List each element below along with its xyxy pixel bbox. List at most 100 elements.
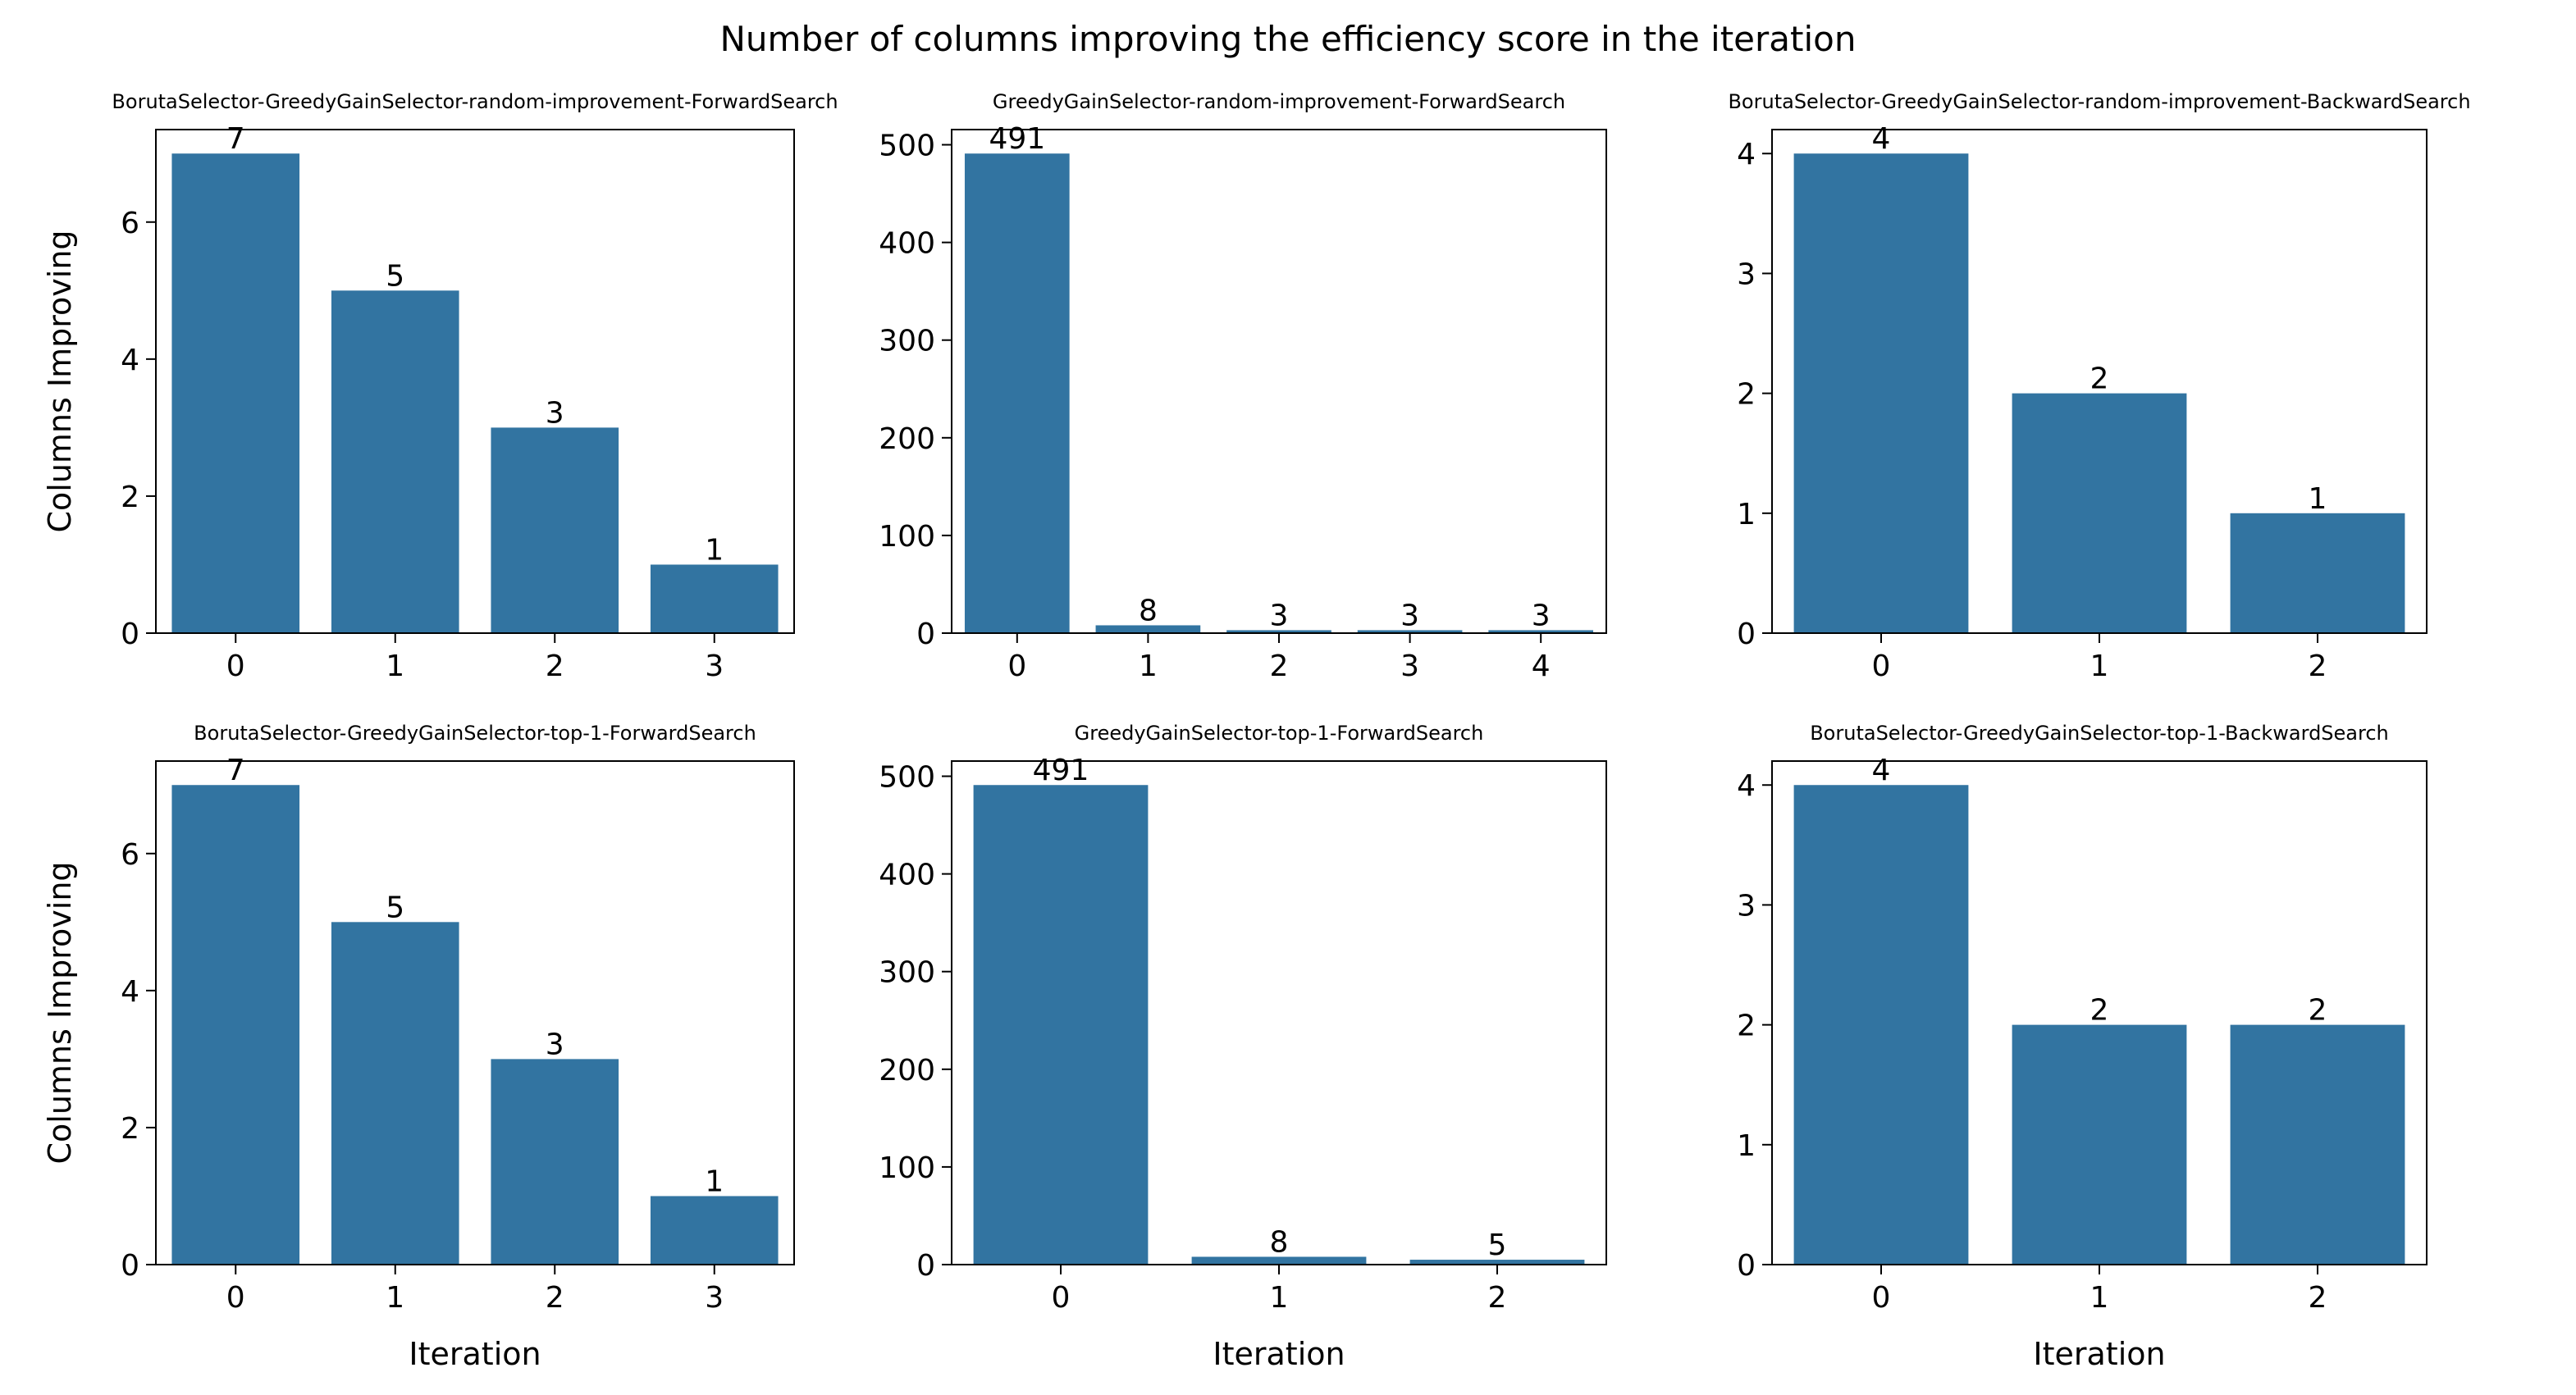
y-tick-label: 400 <box>879 227 935 261</box>
x-axis-label: Iteration <box>1213 1336 1345 1372</box>
y-tick-label: 300 <box>879 325 935 358</box>
figure-title: Number of columns improving the efficien… <box>720 19 1857 59</box>
y-axis-label: Columns Improving <box>42 861 78 1164</box>
bar-value-label: 5 <box>386 891 404 924</box>
bar-value-label: 2 <box>2090 994 2109 1028</box>
axes-frame <box>1771 129 2428 634</box>
bar-value-label: 7 <box>226 754 245 787</box>
x-axis-label: Iteration <box>409 1336 541 1372</box>
bar-value-label: 4 <box>1872 122 1891 156</box>
bar-value-label: 2 <box>2090 362 2109 396</box>
subplot-title: GreedyGainSelector-random-improvement-Fo… <box>993 90 1565 113</box>
bar-value-label: 3 <box>546 1028 564 1061</box>
bar-1 <box>2012 393 2187 633</box>
y-tick-label: 6 <box>121 207 139 240</box>
bar-value-label: 1 <box>705 1165 724 1198</box>
y-tick-label: 300 <box>879 956 935 990</box>
x-tick-label: 0 <box>1007 650 1026 683</box>
bar-3 <box>1357 630 1463 633</box>
x-tick-label: 4 <box>1532 650 1551 683</box>
y-axis-label: Columns Improving <box>42 230 78 532</box>
bar-value-label: 3 <box>546 396 564 430</box>
subplot-title: BorutaSelector-GreedyGainSelector-random… <box>1728 90 2470 113</box>
bar-value-label: 7 <box>226 122 245 156</box>
bar-4 <box>1488 630 1594 633</box>
y-tick-label: 4 <box>1737 769 1756 803</box>
subplot-title: BorutaSelector-GreedyGainSelector-top-1-… <box>1810 722 2389 745</box>
subplot-6: BorutaSelector-GreedyGainSelector-top-1-… <box>1737 722 2428 1372</box>
y-tick-label: 100 <box>879 1151 935 1185</box>
y-tick-label: 4 <box>121 975 139 1009</box>
x-tick-label: 0 <box>1872 1281 1891 1315</box>
y-tick-label: 4 <box>1737 138 1756 171</box>
x-tick-label: 1 <box>386 650 404 683</box>
axes-frame <box>155 760 795 1265</box>
bar-value-label: 1 <box>705 533 724 567</box>
bar-2 <box>491 427 619 633</box>
bar-0 <box>973 785 1149 1265</box>
y-tick-label: 400 <box>879 859 935 892</box>
y-tick-label: 0 <box>121 618 139 651</box>
x-tick-label: 1 <box>386 1281 404 1315</box>
subplot-3: BorutaSelector-GreedyGainSelector-random… <box>1728 90 2470 683</box>
bar-0 <box>171 785 300 1265</box>
bar-2 <box>2230 1024 2405 1265</box>
y-tick-label: 1 <box>1737 498 1756 531</box>
x-tick-label: 2 <box>1270 650 1289 683</box>
bar-0 <box>171 153 300 633</box>
bar-value-label: 4 <box>1872 754 1891 787</box>
y-tick-label: 500 <box>879 130 935 163</box>
y-tick-label: 3 <box>1737 889 1756 923</box>
y-tick-label: 2 <box>121 1112 139 1146</box>
axes-frame <box>951 129 1607 634</box>
subplot-title: BorutaSelector-GreedyGainSelector-random… <box>112 90 838 113</box>
x-tick-label: 0 <box>1872 650 1891 683</box>
x-tick-label: 2 <box>1488 1281 1507 1315</box>
subplot-5: GreedyGainSelector-top-1-ForwardSearch 49… <box>879 722 1607 1372</box>
y-tick-label: 0 <box>121 1249 139 1283</box>
x-tick-label: 1 <box>2090 1281 2109 1315</box>
bar-2 <box>1226 630 1331 633</box>
bar-0 <box>964 153 1070 633</box>
x-axis-label: Iteration <box>2033 1336 2165 1372</box>
y-tick-label: 2 <box>121 481 139 514</box>
x-tick-label: 2 <box>2309 650 2327 683</box>
y-tick-label: 0 <box>1737 1249 1756 1283</box>
x-tick-label: 0 <box>1052 1281 1071 1315</box>
x-tick-label: 1 <box>1139 650 1158 683</box>
axes-frame <box>1771 760 2428 1265</box>
bar-1 <box>331 290 459 633</box>
x-tick-label: 0 <box>226 1281 245 1315</box>
y-tick-label: 0 <box>916 1249 935 1283</box>
y-tick-label: 200 <box>879 1054 935 1087</box>
bar-2 <box>2230 513 2405 633</box>
y-tick-label: 0 <box>1737 618 1756 651</box>
x-tick-label: 3 <box>705 1281 724 1315</box>
bar-2 <box>1409 1260 1585 1265</box>
x-tick-label: 2 <box>2309 1281 2327 1315</box>
axes-frame <box>951 760 1607 1265</box>
axes-frame <box>155 129 795 634</box>
x-tick-label: 3 <box>705 650 724 683</box>
subplot-1: BorutaSelector-GreedyGainSelector-random… <box>42 90 838 683</box>
bar-value-label: 3 <box>1270 599 1289 632</box>
subplot-title: BorutaSelector-GreedyGainSelector-top-1-… <box>194 722 756 745</box>
bar-value-label: 8 <box>1270 1225 1289 1259</box>
y-tick-label: 3 <box>1737 258 1756 291</box>
subplot-2: GreedyGainSelector-random-improvement-Fo… <box>879 90 1607 683</box>
y-tick-label: 1 <box>1737 1129 1756 1163</box>
bar-1 <box>1191 1256 1367 1265</box>
bar-0 <box>1793 785 1969 1265</box>
y-tick-label: 6 <box>121 838 139 872</box>
bar-1 <box>2012 1024 2187 1265</box>
x-tick-label: 1 <box>2090 650 2109 683</box>
bar-value-label: 8 <box>1139 594 1158 627</box>
y-tick-label: 2 <box>1737 1010 1756 1043</box>
y-tick-label: 200 <box>879 422 935 456</box>
bar-value-label: 1 <box>2309 482 2327 516</box>
bar-value-label: 491 <box>989 122 1045 156</box>
bar-1 <box>331 922 459 1265</box>
bar-3 <box>650 564 779 633</box>
x-tick-label: 2 <box>546 1281 564 1315</box>
